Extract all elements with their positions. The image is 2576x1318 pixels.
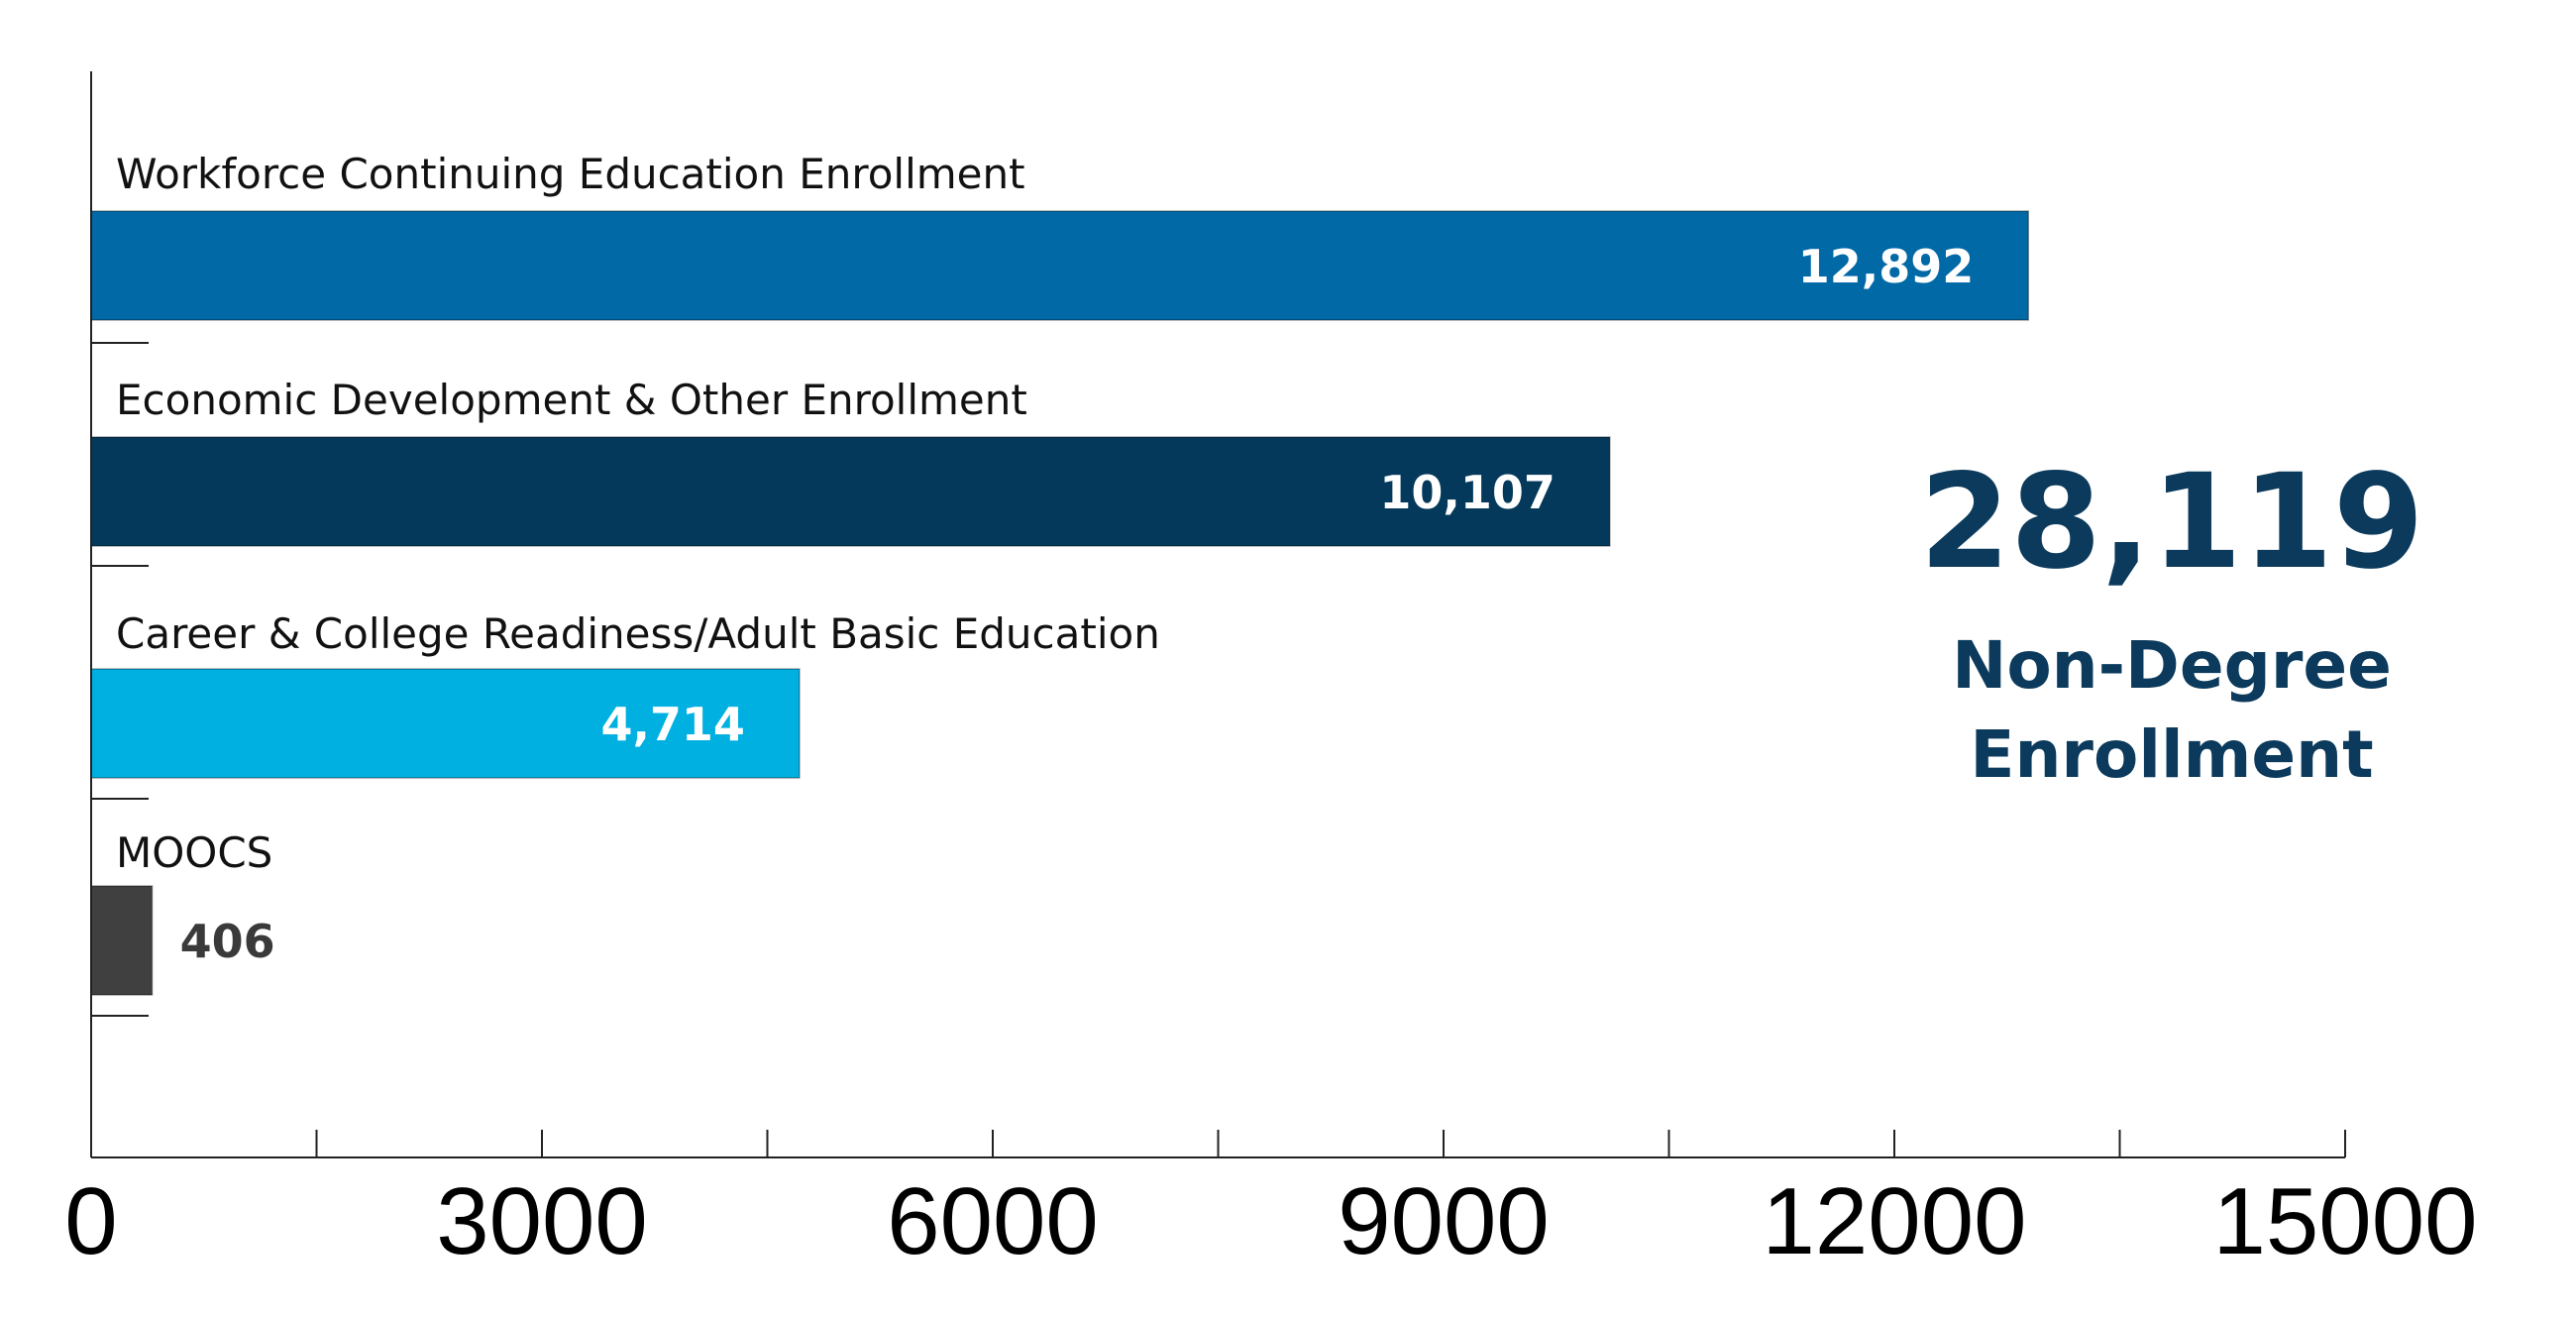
value-label: 406: [180, 915, 275, 968]
total-summary: 28,119 Non-Degree Enrollment: [1919, 446, 2423, 793]
category-label: Workforce Continuing Education Enrollmen…: [116, 150, 1025, 198]
category-label: MOOCS: [116, 828, 272, 877]
bars-layer: Workforce Continuing Education Enrollmen…: [90, 150, 2030, 1017]
bar: [90, 436, 1611, 547]
x-tick-label: 9000: [1338, 1168, 1550, 1274]
total-caption-line1: Non-Degree: [1952, 627, 2392, 704]
category-label: Economic Development & Other Enrollment: [116, 376, 1027, 424]
x-axis: 0 3000 6000 9000 12000 15000: [64, 71, 2477, 1274]
value-label: 10,107: [1379, 466, 1556, 519]
x-tick-label: 15000: [2213, 1168, 2478, 1274]
value-label: 4,714: [600, 698, 745, 751]
total-value: 28,119: [1919, 446, 2423, 599]
category-label: Career & College Readiness/Adult Basic E…: [116, 609, 1160, 658]
total-caption-line2: Enrollment: [1970, 716, 2373, 793]
x-tick-label: 3000: [436, 1168, 648, 1274]
x-tick-label: 12000: [1763, 1168, 2027, 1274]
x-tick-label: 6000: [887, 1168, 1099, 1274]
x-tick-label: 0: [64, 1168, 117, 1274]
bar: [90, 885, 154, 996]
bar: [90, 210, 2030, 321]
bar: [90, 668, 801, 779]
value-label: 12,892: [1798, 240, 1975, 293]
